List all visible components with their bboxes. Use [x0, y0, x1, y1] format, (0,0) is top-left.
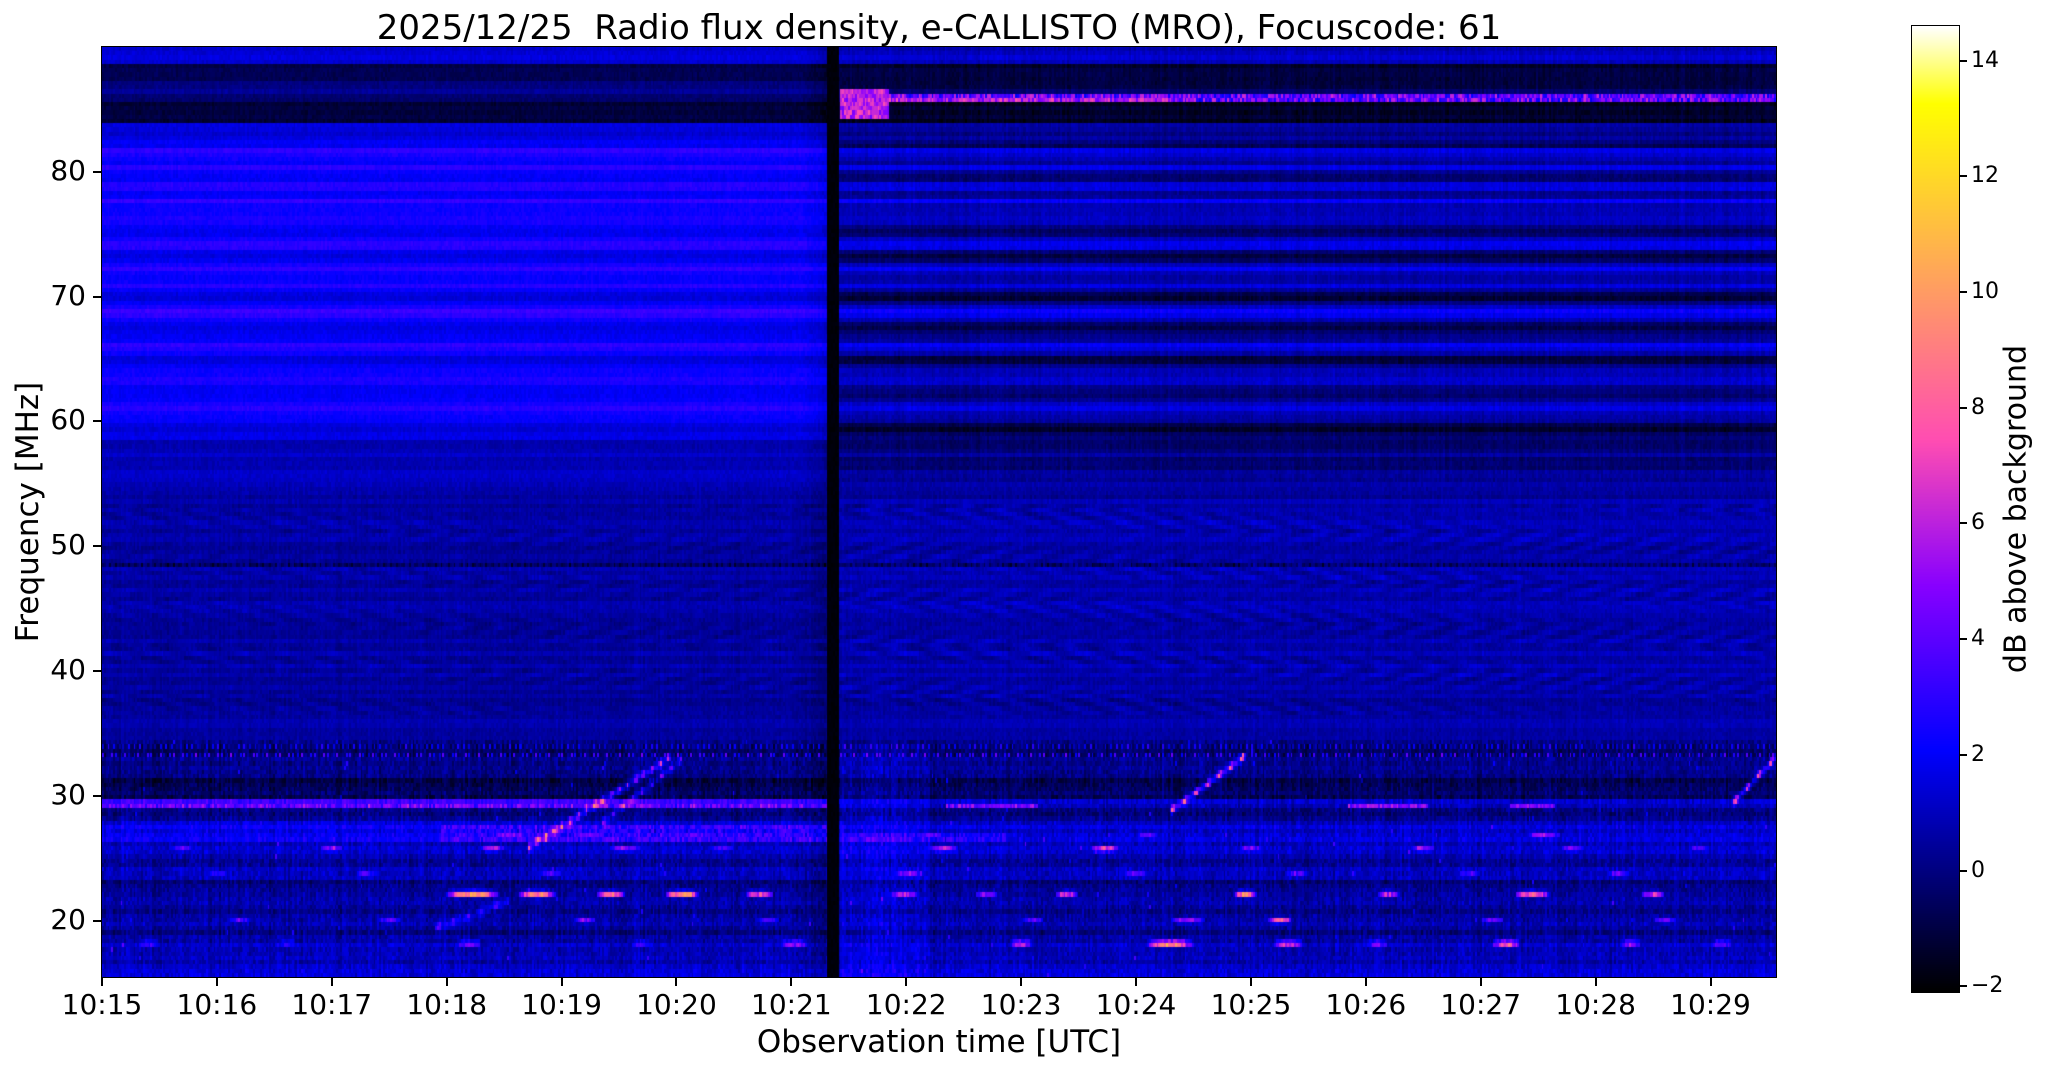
- x-tick-label: 10:27: [1440, 988, 1522, 1021]
- colorbar-tick-mark: [1959, 638, 1967, 641]
- colorbar-tick-label: 6: [1971, 510, 1985, 536]
- x-tick-label: 10:21: [751, 988, 832, 1021]
- colorbar-tick-mark: [1959, 522, 1967, 525]
- colorbar-tick-mark: [1959, 985, 1967, 988]
- x-tick-mark: [215, 977, 218, 986]
- x-tick-label: 10:26: [1325, 988, 1407, 1021]
- colorbar-tick-label: −2: [1971, 973, 2004, 999]
- x-tick-mark: [1364, 977, 1367, 986]
- x-tick-label: 10:19: [521, 988, 602, 1021]
- x-tick-label: 10:17: [291, 988, 373, 1021]
- colorbar-tick-label: 4: [1971, 626, 1985, 652]
- x-tick-mark: [1479, 977, 1482, 986]
- x-tick-label: 10:23: [980, 988, 1062, 1021]
- x-tick-label: 10:22: [865, 988, 947, 1021]
- y-tick-label: 30: [50, 777, 86, 811]
- x-tick-label: 10:15: [61, 988, 143, 1021]
- x-tick-mark: [790, 977, 793, 986]
- x-tick-mark: [905, 977, 908, 986]
- colorbar-tick-mark: [1959, 406, 1967, 409]
- x-tick-label: 10:18: [406, 988, 488, 1021]
- colorbar-tick-mark: [1959, 175, 1967, 178]
- x-tick-mark: [675, 977, 678, 986]
- colorbar-tick-mark: [1959, 869, 1967, 872]
- y-tick-label: 20: [50, 902, 86, 936]
- y-tick-label: 60: [50, 403, 86, 437]
- y-tick-mark: [93, 794, 102, 797]
- y-tick-mark: [93, 545, 102, 548]
- colorbar-tick-label: 0: [1971, 857, 1985, 883]
- x-tick-label: 10:29: [1670, 988, 1751, 1021]
- colorbar-label: dB above background: [1998, 344, 2034, 674]
- x-tick-label: 10:24: [1095, 988, 1177, 1021]
- y-tick-mark: [93, 295, 102, 298]
- colorbar-tick-mark: [1959, 291, 1967, 294]
- spectrogram-heatmap: [102, 47, 1776, 977]
- x-tick-mark: [330, 977, 333, 986]
- y-tick-label: 50: [50, 528, 86, 562]
- x-tick-mark: [1020, 977, 1023, 986]
- y-tick-label: 70: [50, 278, 86, 312]
- y-tick-mark: [93, 170, 102, 173]
- colorbar-tick-mark: [1959, 753, 1967, 756]
- x-tick-mark: [560, 977, 563, 986]
- colorbar-tick-label: 10: [1971, 279, 1999, 305]
- y-tick-mark: [93, 420, 102, 423]
- x-tick-mark: [445, 977, 448, 986]
- chart-title: 2025/12/25 Radio flux density, e-CALLIST…: [376, 8, 1502, 48]
- colorbar: [1911, 25, 1960, 993]
- y-tick-mark: [93, 670, 102, 673]
- colorbar-tick-mark: [1959, 59, 1967, 62]
- x-tick-mark: [1594, 977, 1597, 986]
- x-tick-mark: [1709, 977, 1712, 986]
- x-tick-label: 10:20: [636, 988, 717, 1021]
- y-tick-label: 40: [50, 653, 86, 687]
- colorbar-tick-label: 14: [1971, 47, 1999, 73]
- y-tick-label: 80: [50, 153, 86, 187]
- y-tick-mark: [93, 919, 102, 922]
- colorbar-tick-label: 8: [1971, 394, 1985, 420]
- x-tick-label: 10:25: [1210, 988, 1292, 1021]
- x-tick-label: 10:28: [1555, 988, 1636, 1021]
- x-tick-label: 10:16: [176, 988, 258, 1021]
- x-tick-mark: [1135, 977, 1138, 986]
- colorbar-tick-label: 2: [1971, 741, 1985, 767]
- colorbar-tick-label: 12: [1971, 163, 1999, 189]
- x-tick-mark: [101, 977, 103, 986]
- x-tick-mark: [1249, 977, 1252, 986]
- x-axis-label: Observation time [UTC]: [756, 1024, 1122, 1060]
